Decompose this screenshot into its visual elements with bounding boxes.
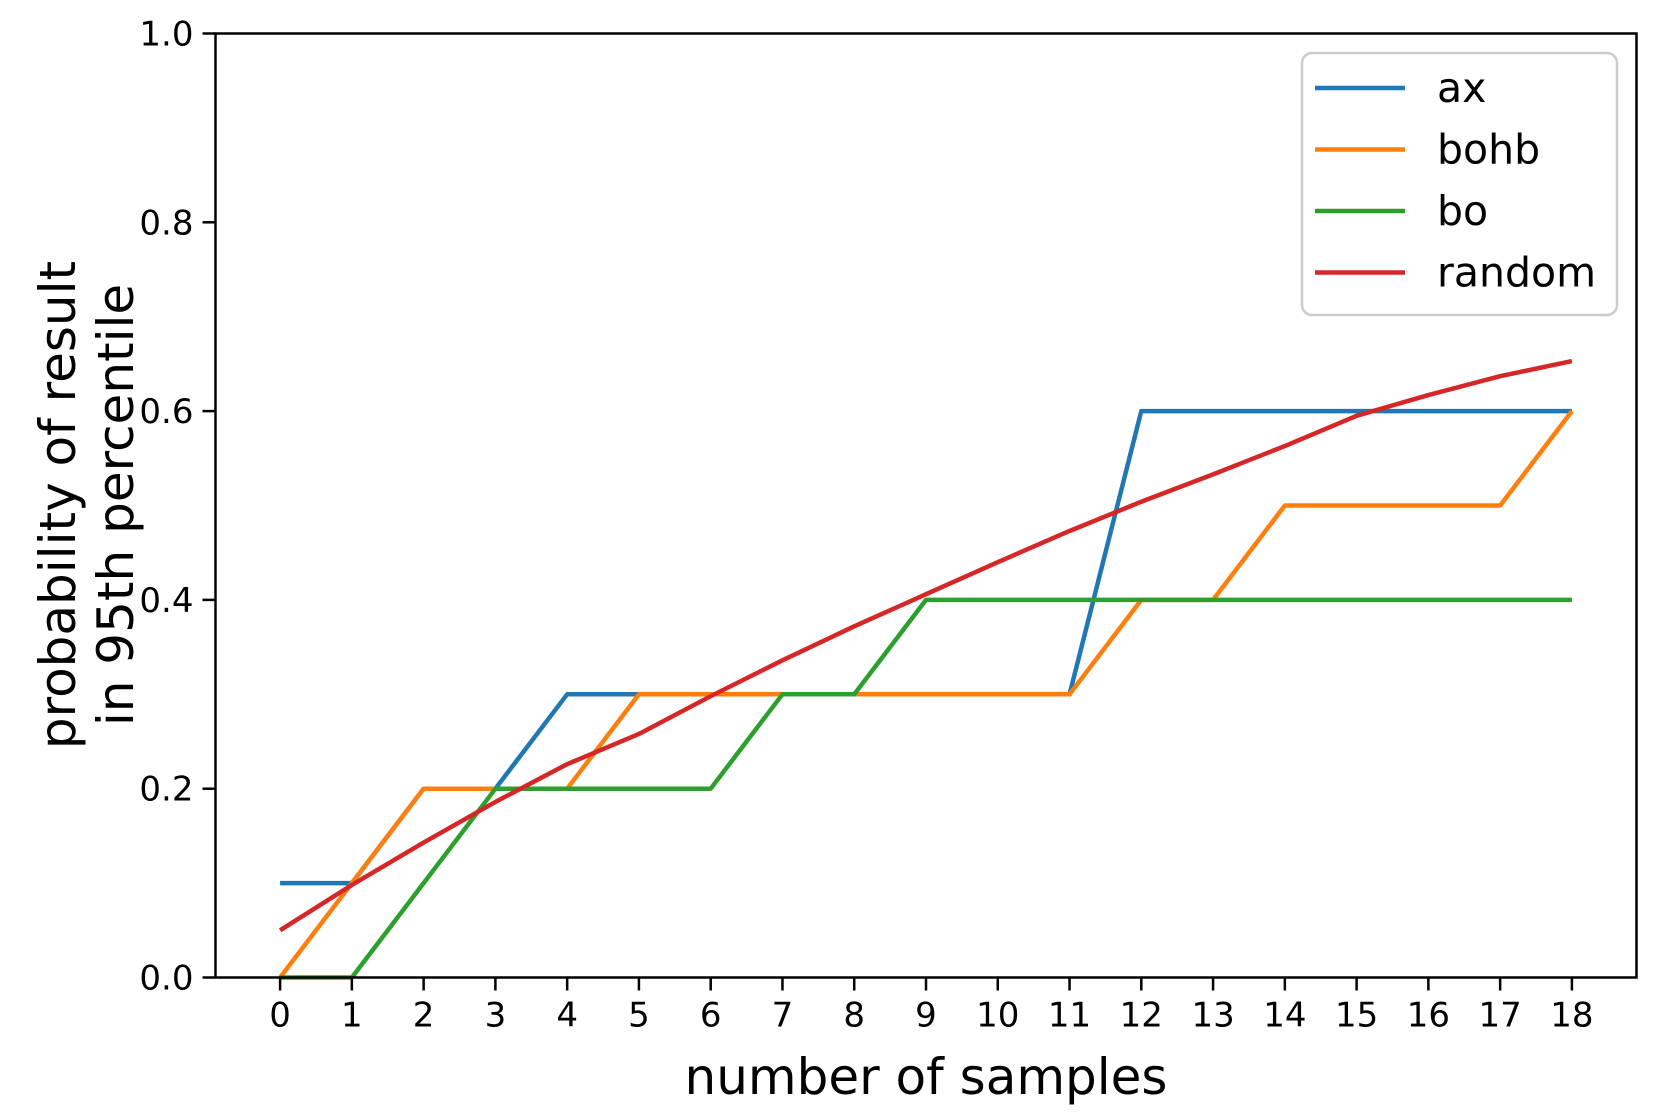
x-tick-label: 18 bbox=[1550, 996, 1593, 1036]
y-tick-label: 0.6 bbox=[139, 392, 193, 432]
y-axis-label-line2: in 95th percentile bbox=[87, 284, 145, 726]
x-tick-label: 3 bbox=[485, 996, 507, 1036]
x-tick-label: 13 bbox=[1191, 996, 1234, 1036]
legend: ax bohb bo random bbox=[1300, 51, 1619, 317]
x-tick-label: 2 bbox=[413, 996, 435, 1036]
x-axis-label: number of samples bbox=[685, 1048, 1168, 1106]
legend-label-bo: bo bbox=[1437, 187, 1488, 235]
x-tick-label: 9 bbox=[915, 996, 937, 1036]
x-tick-label: 7 bbox=[772, 996, 794, 1036]
legend-label-bohb: bohb bbox=[1437, 126, 1540, 174]
x-tick-label: 11 bbox=[1048, 996, 1091, 1036]
x-tick-label: 4 bbox=[556, 996, 578, 1036]
x-tick-label: 14 bbox=[1263, 996, 1306, 1036]
y-tick-label: 0.4 bbox=[139, 581, 193, 621]
x-axis-ticks: 0 1 2 3 4 5 6 7 8 9 10 11 12 13 14 15 16 17 18 bbox=[269, 977, 1594, 1036]
x-tick-label: 5 bbox=[628, 996, 650, 1036]
series-line-random bbox=[278, 358, 1573, 933]
y-tick-label: 1.0 bbox=[139, 15, 193, 55]
x-tick-label: 12 bbox=[1120, 996, 1163, 1036]
x-tick-label: 0 bbox=[269, 996, 291, 1036]
legend-label-random: random bbox=[1437, 249, 1596, 297]
legend-label-ax: ax bbox=[1437, 64, 1486, 112]
plot-border bbox=[214, 32, 1638, 979]
legend-items: ax bohb bo random bbox=[1315, 64, 1596, 297]
x-tick-label: 15 bbox=[1335, 996, 1378, 1036]
y-axis-ticks: 0.0 0.2 0.4 0.6 0.8 1.0 bbox=[139, 15, 216, 999]
y-tick-label: 0.8 bbox=[139, 203, 193, 243]
y-tick-label: 0.0 bbox=[139, 959, 193, 999]
legend-box bbox=[1300, 51, 1619, 317]
x-tick-label: 1 bbox=[341, 996, 363, 1036]
plot-series bbox=[278, 358, 1574, 980]
x-tick-label: 10 bbox=[976, 996, 1019, 1036]
series-line-bo bbox=[280, 597, 1572, 980]
x-tick-label: 8 bbox=[843, 996, 865, 1036]
x-tick-label: 6 bbox=[700, 996, 722, 1036]
y-axis-label-line1: probability of result bbox=[29, 261, 87, 749]
series-line-bohb bbox=[278, 409, 1574, 979]
y-tick-label: 0.2 bbox=[139, 770, 193, 810]
x-tick-label: 17 bbox=[1479, 996, 1522, 1036]
x-tick-label: 16 bbox=[1407, 996, 1450, 1036]
